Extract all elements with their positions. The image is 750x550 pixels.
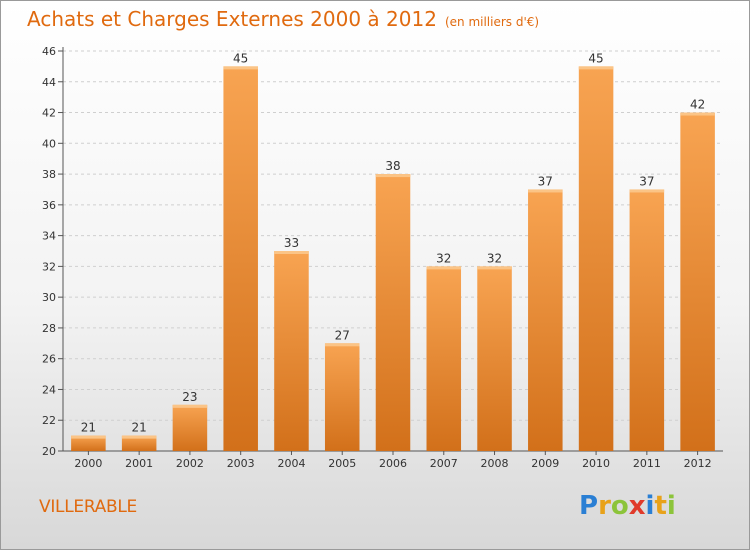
- data-label: 45: [588, 51, 603, 65]
- labels: 21 2000 21 2001 23 2002 45 2003 33 2004 27 2005 38 20…: [74, 51, 711, 470]
- data-label: 37: [639, 174, 654, 188]
- bar: [172, 404, 208, 451]
- data-label: 23: [182, 390, 197, 404]
- logo-letter: r: [598, 491, 611, 521]
- data-label: 32: [487, 251, 502, 265]
- y-tick-label: 32: [42, 260, 56, 273]
- bar-highlight: [223, 66, 258, 70]
- bar: [426, 266, 462, 451]
- bar-highlight: [71, 435, 106, 439]
- data-label: 42: [690, 98, 705, 112]
- logo-letter: x: [628, 491, 646, 521]
- x-tick-label: 2010: [582, 457, 610, 470]
- y-tick-label: 30: [42, 291, 56, 304]
- y-tick-label: 20: [42, 445, 56, 458]
- bar-highlight: [680, 112, 715, 116]
- bar-highlight: [578, 66, 614, 70]
- commune-name: VILLERABLE: [39, 497, 137, 517]
- bar-highlight: [426, 266, 462, 270]
- x-tick-label: 2001: [125, 457, 153, 470]
- x-tick-label: 2002: [176, 457, 204, 470]
- data-label: 21: [132, 421, 147, 435]
- bar: [274, 251, 309, 451]
- data-label: 32: [436, 251, 451, 265]
- data-label: 37: [538, 174, 553, 188]
- bar-highlight: [324, 343, 360, 347]
- y-tick-label: 36: [42, 199, 56, 212]
- bar-highlight: [172, 404, 208, 408]
- bar-highlight: [528, 189, 563, 193]
- x-tick-label: 2011: [633, 457, 661, 470]
- y-tick-label: 46: [42, 45, 56, 58]
- y-tick-label: 38: [42, 168, 56, 181]
- bar: [71, 435, 106, 451]
- y-tick-label: 34: [42, 230, 56, 243]
- x-tick-label: 2007: [430, 457, 458, 470]
- bars: [71, 66, 715, 452]
- y-tick-label: 44: [42, 76, 56, 89]
- logo-letter: i: [645, 491, 655, 521]
- x-tick-label: 2000: [74, 457, 102, 470]
- chart-title-text: Achats et Charges Externes 2000 à 2012: [27, 7, 437, 31]
- proxiti-logo[interactable]: Proxiti: [579, 491, 676, 521]
- bar: [528, 189, 563, 451]
- bar-highlight: [629, 189, 665, 193]
- y-tick-label: 22: [42, 414, 56, 427]
- logo-letter: o: [610, 491, 629, 521]
- bar: [375, 174, 411, 452]
- chart-title: Achats et Charges Externes 2000 à 2012 (e…: [27, 7, 539, 31]
- logo-letter: P: [579, 491, 599, 521]
- data-label: 33: [284, 236, 299, 250]
- x-tick-label: 2006: [379, 457, 407, 470]
- data-label: 27: [335, 328, 350, 342]
- logo-letter: t: [654, 491, 667, 521]
- y-tick-label: 26: [42, 353, 56, 366]
- bar-highlight: [121, 435, 157, 439]
- y-tick-label: 24: [42, 383, 56, 396]
- x-tick-label: 2003: [227, 457, 255, 470]
- bar: [223, 66, 258, 451]
- axes: 20 22 24 26 28 30 32 34 36 38 40 42 44 46: [42, 45, 723, 458]
- bar-highlight: [375, 174, 411, 178]
- y-tick-label: 42: [42, 107, 56, 120]
- bar: [121, 435, 157, 451]
- y-tick-label: 40: [42, 137, 56, 150]
- bar: [578, 66, 614, 451]
- data-label: 38: [385, 159, 400, 173]
- y-tick-label: 28: [42, 322, 56, 335]
- bar-highlight: [274, 251, 309, 254]
- x-tick-label: 2012: [684, 457, 712, 470]
- logo-letter: i: [666, 491, 676, 521]
- data-label: 45: [233, 51, 248, 65]
- x-tick-label: 2008: [481, 457, 509, 470]
- x-tick-label: 2009: [531, 457, 559, 470]
- chart-subtitle: (en milliers d'€): [444, 15, 540, 29]
- bar: [477, 266, 512, 451]
- x-tick-label: 2005: [328, 457, 356, 470]
- x-tick-label: 2004: [277, 457, 305, 470]
- bar: [680, 112, 715, 452]
- bar-highlight: [477, 266, 512, 270]
- bar: [324, 343, 360, 451]
- data-label: 21: [81, 421, 96, 435]
- bar: [629, 189, 665, 451]
